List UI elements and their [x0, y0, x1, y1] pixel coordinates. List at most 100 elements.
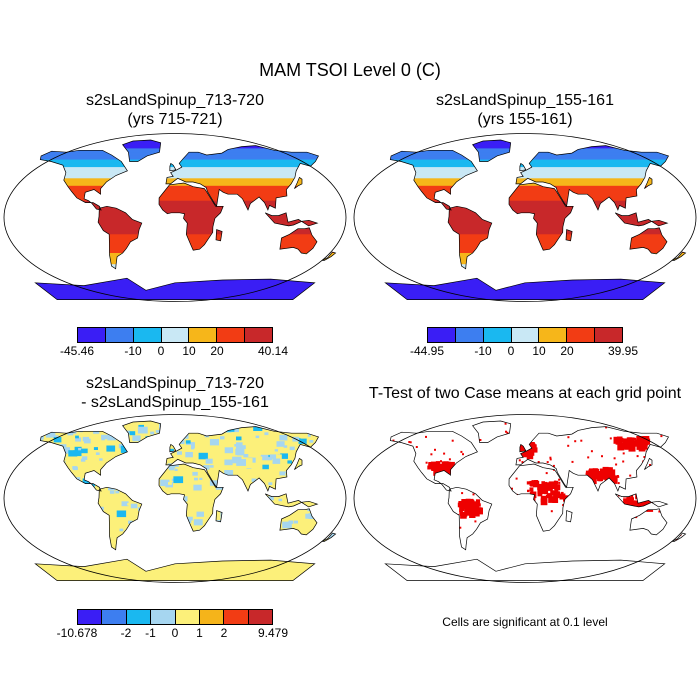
difference-cell	[185, 440, 191, 444]
significant-cell	[443, 452, 446, 455]
difference-cell	[53, 437, 62, 443]
significant-cell	[613, 436, 621, 444]
significant-cell	[530, 481, 536, 487]
difference-cell	[212, 475, 219, 480]
significant-cell	[474, 520, 477, 523]
difference-cell	[67, 431, 74, 436]
difference-cell	[95, 452, 100, 455]
significant-cell	[464, 501, 471, 508]
significant-cell	[630, 495, 634, 498]
panel2-title-line1: s2sLandSpinup_155-161	[436, 92, 614, 109]
significant-cell	[636, 436, 641, 440]
significant-cell	[461, 499, 467, 505]
significant-cell	[435, 463, 441, 469]
difference-cell	[180, 483, 191, 491]
difference-cell	[295, 515, 300, 518]
significant-cell	[459, 511, 464, 515]
significant-cell	[549, 458, 552, 461]
difference-cell	[78, 448, 82, 451]
difference-cell	[124, 507, 128, 510]
coastline	[614, 212, 669, 227]
difference-cell	[168, 443, 176, 449]
temperature-band	[385, 211, 686, 217]
panel2-title: s2sLandSpinup_155-161 (yrs 155-161)	[350, 91, 700, 129]
significant-cell	[430, 462, 434, 466]
difference-cell	[237, 428, 241, 431]
temperature-band	[35, 170, 336, 176]
colorbar-swatch	[78, 610, 103, 624]
coastline	[264, 493, 319, 508]
difference-cell	[288, 520, 294, 524]
coastline	[508, 182, 574, 251]
significant-cell	[658, 510, 661, 513]
coastline	[389, 430, 478, 492]
significant-cell	[524, 450, 532, 457]
significant-cell	[465, 509, 473, 516]
temperature-band	[35, 294, 336, 299]
difference-cell	[150, 431, 155, 435]
significant-cell	[642, 444, 646, 448]
significance-note: Cells are significant at 0.1 level	[442, 615, 608, 629]
significant-cell	[606, 469, 609, 472]
significant-cell	[692, 518, 694, 520]
difference-cell	[323, 543, 333, 550]
significant-cell	[440, 460, 442, 463]
significant-cell	[592, 472, 595, 475]
colorbar-swatch	[483, 328, 512, 342]
significant-cell	[431, 465, 435, 468]
significant-cell	[506, 431, 509, 434]
significant-cell	[412, 421, 415, 422]
difference-cell	[193, 484, 202, 491]
difference-cell	[196, 511, 204, 517]
temperature-band	[385, 182, 686, 187]
coastline	[472, 139, 512, 162]
significant-cell	[541, 481, 545, 485]
panel4-title: T-Test of two Case means at each grid po…	[350, 384, 700, 403]
difference-cell	[75, 435, 79, 439]
difference-cell	[328, 453, 336, 461]
difference-cell	[251, 478, 257, 482]
significant-cell	[601, 455, 603, 458]
difference-cell	[311, 438, 315, 441]
colorbar-tick-label: -45.46	[59, 344, 95, 358]
temperature-band	[385, 163, 686, 168]
difference-cell	[129, 431, 136, 436]
significant-cell	[560, 491, 564, 495]
difference-cell	[81, 448, 88, 454]
significant-cell	[505, 430, 507, 433]
difference-cell	[220, 436, 225, 440]
difference-cell	[253, 424, 263, 431]
significant-cell	[626, 497, 632, 503]
difference-cell	[260, 456, 266, 460]
significant-cell	[531, 480, 534, 483]
colorbar-panel-1	[77, 327, 273, 343]
significant-cell	[600, 468, 607, 476]
significant-cell	[585, 470, 593, 477]
colorbar-swatch	[78, 328, 106, 342]
colorbar-swatch	[428, 328, 456, 342]
significant-cell	[636, 455, 639, 458]
difference-cell	[244, 458, 253, 464]
difference-cell	[233, 465, 238, 469]
coastline	[629, 227, 668, 255]
panel3-title: s2sLandSpinup_713-720 - s2sLandSpinup_15…	[0, 374, 350, 412]
difference-cell	[236, 442, 246, 450]
map-panel-3	[3, 414, 347, 583]
temperature-band	[385, 174, 686, 179]
difference-cell	[93, 447, 98, 450]
significant-cell	[556, 495, 559, 499]
difference-cell	[60, 447, 70, 454]
difference-cell	[235, 448, 245, 456]
difference-cell	[309, 440, 314, 443]
difference-cell	[293, 520, 298, 524]
significant-cell	[467, 501, 475, 509]
significant-cell	[537, 491, 543, 497]
significant-cell	[622, 452, 625, 455]
significant-cell	[553, 490, 559, 496]
difference-cell	[24, 545, 28, 548]
difference-cell	[256, 421, 260, 424]
significant-cell	[619, 443, 622, 446]
temperature-band	[35, 174, 336, 179]
difference-cell	[267, 496, 274, 501]
significant-cell	[608, 469, 616, 476]
